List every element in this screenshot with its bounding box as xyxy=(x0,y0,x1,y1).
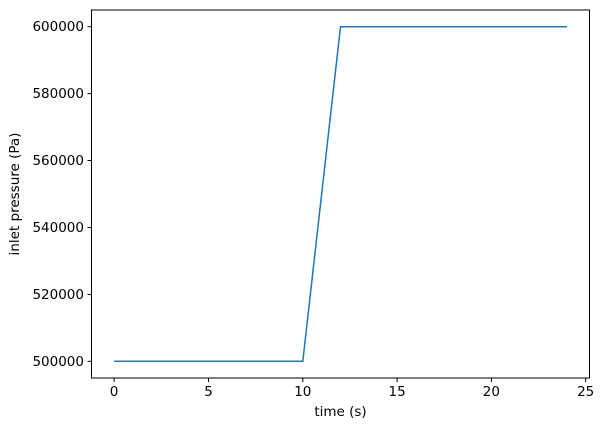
y-tick-label: 520000 xyxy=(32,287,84,303)
y-axis-title: inlet pressure (Pa) xyxy=(7,133,23,256)
x-tick-label: 10 xyxy=(294,384,311,400)
x-tick-label: 20 xyxy=(483,384,500,400)
y-tick-label: 580000 xyxy=(32,86,84,102)
y-tick-label: 600000 xyxy=(32,19,84,35)
axes-frame xyxy=(91,9,590,379)
y-tick-label: 540000 xyxy=(32,220,84,236)
x-tick-label: 15 xyxy=(389,384,406,400)
y-tick-label: 500000 xyxy=(32,354,84,370)
x-tick-label: 0 xyxy=(110,384,119,400)
x-tick-label: 25 xyxy=(577,384,594,400)
x-tick-label: 5 xyxy=(204,384,213,400)
x-axis-title: time (s) xyxy=(314,404,366,420)
x-axis: 0 5 10 15 20 25 xyxy=(110,378,594,400)
y-axis: 500000 520000 540000 560000 580000 600000 xyxy=(32,19,92,370)
y-tick-label: 560000 xyxy=(32,153,84,169)
pressure-line-series xyxy=(114,25,567,363)
